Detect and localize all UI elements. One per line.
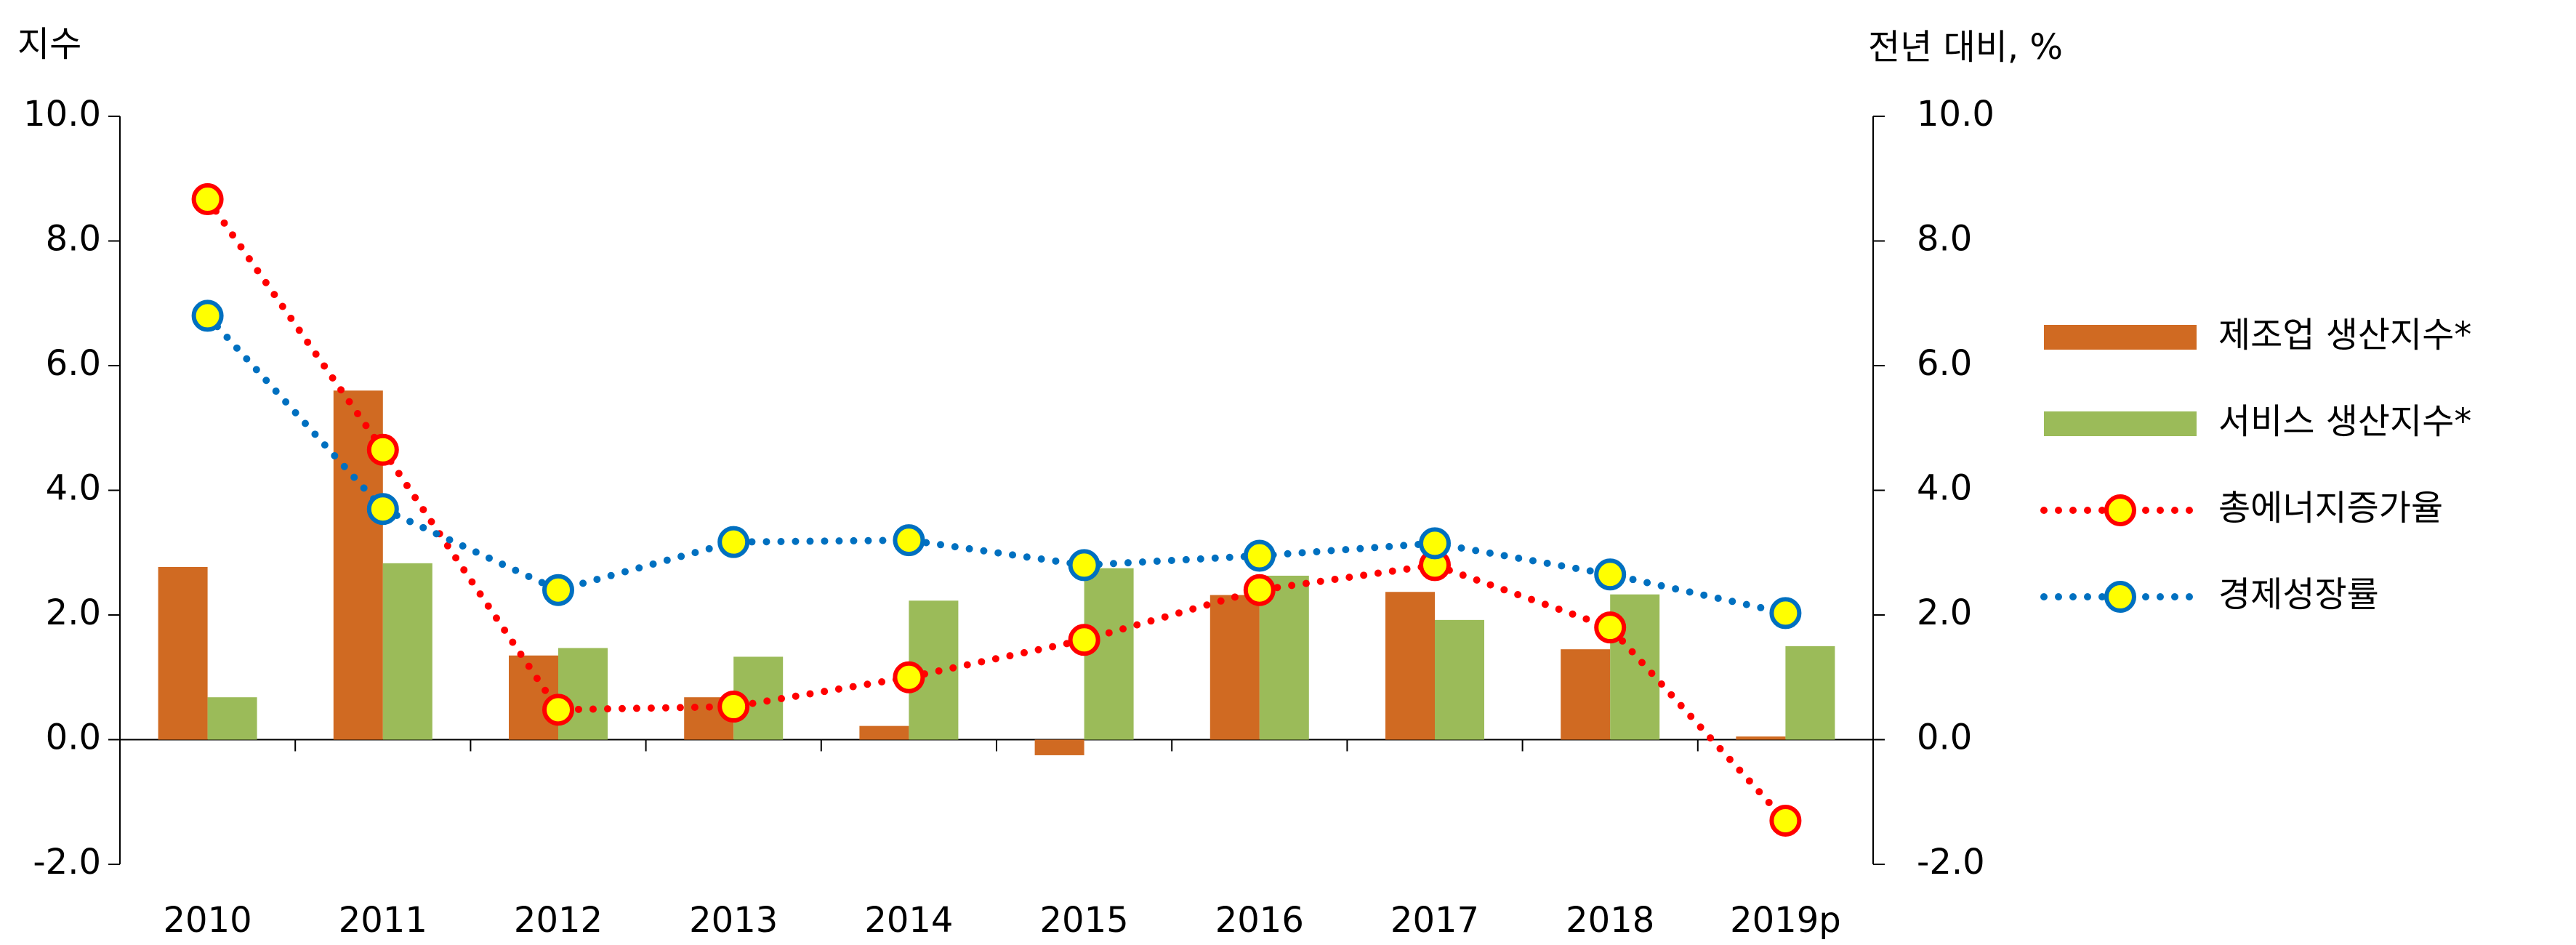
legend-swatch	[2044, 325, 2197, 350]
y2-tick-label: 2.0	[1917, 592, 1972, 633]
y-tick-label: 10.0	[23, 94, 101, 134]
bar	[1034, 739, 1084, 755]
bar	[158, 566, 208, 740]
marker	[366, 493, 399, 526]
bar	[1785, 646, 1835, 740]
y2-tick-label: 4.0	[1917, 468, 1972, 509]
marker	[191, 299, 224, 332]
x-tick-label: 2013	[689, 900, 778, 941]
marker	[893, 524, 925, 557]
y2-tick-label: 0.0	[1917, 717, 1972, 758]
y2-tick-label: 6.0	[1917, 343, 1972, 384]
x-tick-label: 2015	[1040, 900, 1129, 941]
y-tick-label: 2.0	[46, 592, 101, 633]
x-tick-label: 2011	[339, 900, 427, 941]
marker	[1594, 558, 1627, 591]
x-tick-label: 2016	[1215, 900, 1304, 941]
x-tick-label: 2019p	[1730, 900, 1841, 941]
legend-label: 경제성장률	[2218, 574, 2379, 615]
x-tick-label: 2018	[1566, 900, 1654, 941]
line	[204, 196, 1790, 824]
y2-tick-label: 8.0	[1917, 219, 1972, 260]
line	[204, 312, 1790, 617]
bar	[558, 648, 608, 740]
marker	[893, 661, 925, 693]
marker	[542, 693, 574, 726]
x-tick-label: 2017	[1390, 900, 1479, 941]
y-tick-label: 0.0	[46, 717, 101, 758]
marker	[1068, 549, 1100, 582]
bar	[1209, 595, 1260, 740]
bar	[859, 725, 909, 740]
y-tick-label: 8.0	[46, 219, 101, 260]
bar	[1084, 568, 1134, 740]
y-tick-label: -2.0	[33, 842, 101, 882]
marker	[542, 574, 574, 606]
marker	[1769, 804, 1802, 837]
bar	[1561, 649, 1611, 740]
y-axis-label: 지수	[17, 24, 81, 65]
marker	[1594, 611, 1627, 644]
marker	[1419, 527, 1451, 560]
y-tick-label: 6.0	[46, 343, 101, 384]
y2-tick-label: 10.0	[1917, 94, 1995, 134]
bar	[1385, 592, 1435, 740]
marker	[717, 526, 750, 558]
marker	[1243, 539, 1276, 572]
marker	[717, 691, 750, 723]
legend-label: 총에너지증가율	[2218, 488, 2443, 528]
legend-label: 서비스 생산지수*	[2218, 401, 2471, 442]
legend-marker	[2104, 581, 2136, 613]
marker	[191, 183, 224, 216]
marker	[1243, 574, 1276, 606]
y2-axis-label: 전년 대비, %	[1868, 27, 2063, 68]
x-tick-label: 2014	[864, 900, 953, 941]
legend-swatch	[2044, 411, 2197, 436]
bar	[382, 563, 432, 740]
bar	[1736, 736, 1786, 740]
x-tick-label: 2012	[514, 900, 603, 941]
bar	[1435, 619, 1484, 740]
marker	[1068, 624, 1100, 656]
bar	[207, 697, 257, 740]
legend-marker	[2104, 494, 2136, 526]
y-tick-label: 4.0	[46, 468, 101, 509]
marker	[1769, 597, 1802, 630]
marker	[366, 433, 399, 466]
x-tick-label: 2010	[164, 900, 252, 941]
legend-label: 제조업 생산지수*	[2218, 315, 2471, 355]
y2-tick-label: -2.0	[1917, 842, 1985, 882]
